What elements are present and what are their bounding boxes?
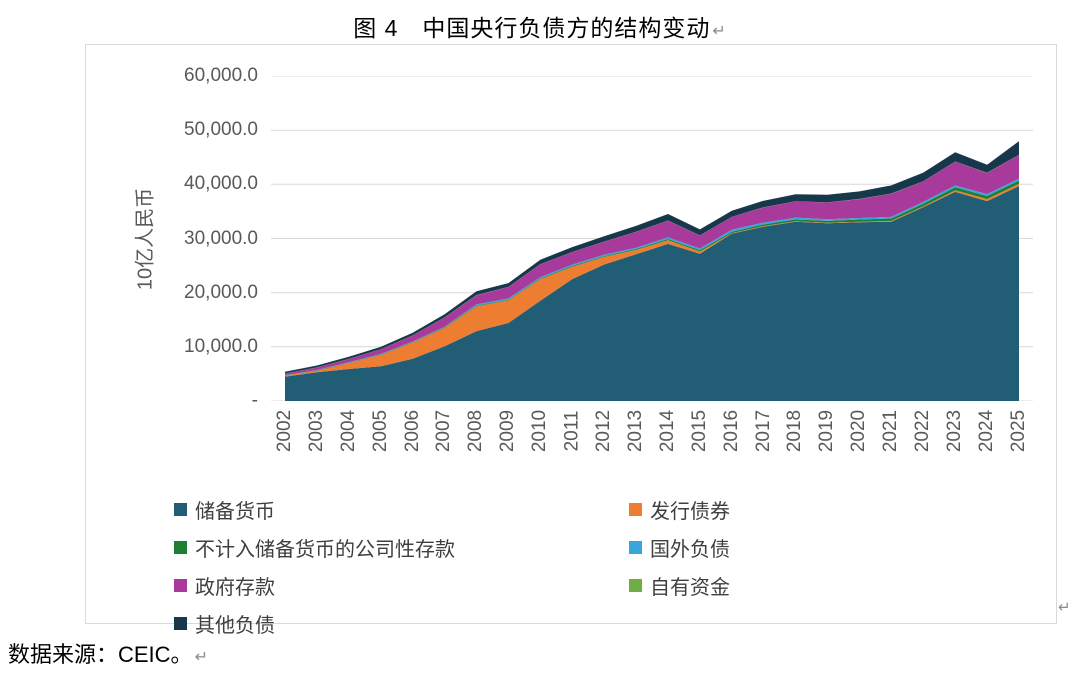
legend-label: 自有资金 [650, 577, 730, 599]
source-note: 数据来源：CEIC。 ↵ [8, 637, 208, 669]
legend-item: 政府存款 [174, 571, 629, 600]
y-axis-tick-label: 30,000.0 [184, 227, 258, 249]
x-axis-label: 2019 [816, 409, 838, 453]
y-axis-tick-label: 20,000.0 [184, 281, 258, 303]
return-mark-icon: ↵ [1058, 599, 1071, 616]
legend-swatch-icon [174, 617, 187, 630]
x-axis-labels: 2002 2003 2004 2005 2006 2007 2008 2009 2010 2011… [271, 403, 1033, 461]
x-axis-label: 2007 [433, 409, 455, 453]
legend-label: 政府存款 [195, 577, 275, 599]
legend-label: 其他负债 [195, 615, 275, 637]
x-axis-label: 2010 [529, 409, 551, 453]
legend-swatch-icon [629, 579, 642, 592]
x-axis-label: 2024 [976, 409, 998, 453]
area-series [285, 183, 1019, 377]
legend-swatch-icon [629, 503, 642, 516]
legend-swatch-icon [174, 579, 187, 592]
area-series [285, 141, 1019, 374]
x-axis-label: 2018 [784, 409, 806, 453]
x-axis-label: 2022 [912, 409, 934, 453]
return-mark-icon: ↵ [712, 23, 727, 40]
x-axis-label: 2020 [848, 409, 870, 453]
legend-label: 发行债券 [650, 501, 730, 523]
y-axis-tick-label: 10,000.0 [184, 335, 258, 357]
y-axis-tick-label: 40,000.0 [184, 173, 258, 195]
x-axis-label: 2017 [752, 409, 774, 453]
legend-label: 国外负债 [650, 539, 730, 561]
x-axis-label: 2008 [465, 409, 487, 453]
legend-swatch-icon [174, 503, 187, 516]
y-axis-tick-label: - [251, 390, 258, 411]
legend-item: 国外负债 [629, 533, 730, 562]
x-axis-label: 2014 [656, 409, 678, 453]
x-axis-label: 2023 [944, 409, 966, 453]
x-axis-label: 2004 [337, 409, 359, 453]
x-axis-label: 2012 [593, 409, 615, 453]
legend-label: 不计入储备货币的公司性存款 [195, 539, 455, 561]
legend-swatch-icon [174, 541, 187, 554]
x-axis-label: 2009 [497, 409, 519, 453]
legend-item: 自有资金 [629, 571, 730, 600]
y-axis-tick-label: 50,000.0 [184, 119, 258, 141]
plot-area [271, 76, 1033, 401]
x-axis-label: 2011 [561, 410, 583, 452]
legend-label: 储备货币 [195, 501, 275, 523]
legend-item: 储备货币 [174, 495, 629, 524]
legend-item: 发行债券 [629, 495, 730, 524]
x-axis-label: 2006 [401, 409, 423, 453]
legend-swatch-icon [629, 541, 642, 554]
y-axis-tick-label: 60,000.0 [184, 65, 258, 86]
x-axis-label: 2013 [625, 409, 647, 453]
legend: 储备货币 发行债券不计入储备货币的公司性存款 国外负债政府存款 自有资金其他负债 [174, 495, 730, 638]
legend-item: 不计入储备货币的公司性存款 [174, 533, 629, 562]
area-series [285, 154, 1019, 376]
x-axis-label: 2002 [274, 409, 295, 453]
x-axis-label: 2025 [1008, 409, 1029, 453]
x-axis-label: 2015 [688, 409, 710, 453]
chart-container: 10亿人民币 -10,000.0 20,000.0 30,000.0 40,000.0… [85, 44, 1057, 637]
area-series [285, 186, 1019, 401]
x-axis-label: 2021 [880, 409, 902, 453]
legend-item: 其他负债 [174, 609, 629, 638]
figure-title-text: 图 4 中国央行负债方的结构变动 [353, 15, 711, 41]
x-axis-label: 2003 [305, 409, 327, 453]
source-note-text: 数据来源：CEIC。 [8, 642, 193, 667]
figure-title: 图 4 中国央行负债方的结构变动 ↵ [0, 9, 1080, 43]
x-axis-label: 2016 [720, 409, 742, 453]
return-mark-icon: ↵ [194, 649, 208, 666]
x-axis-label: 2005 [369, 409, 391, 453]
